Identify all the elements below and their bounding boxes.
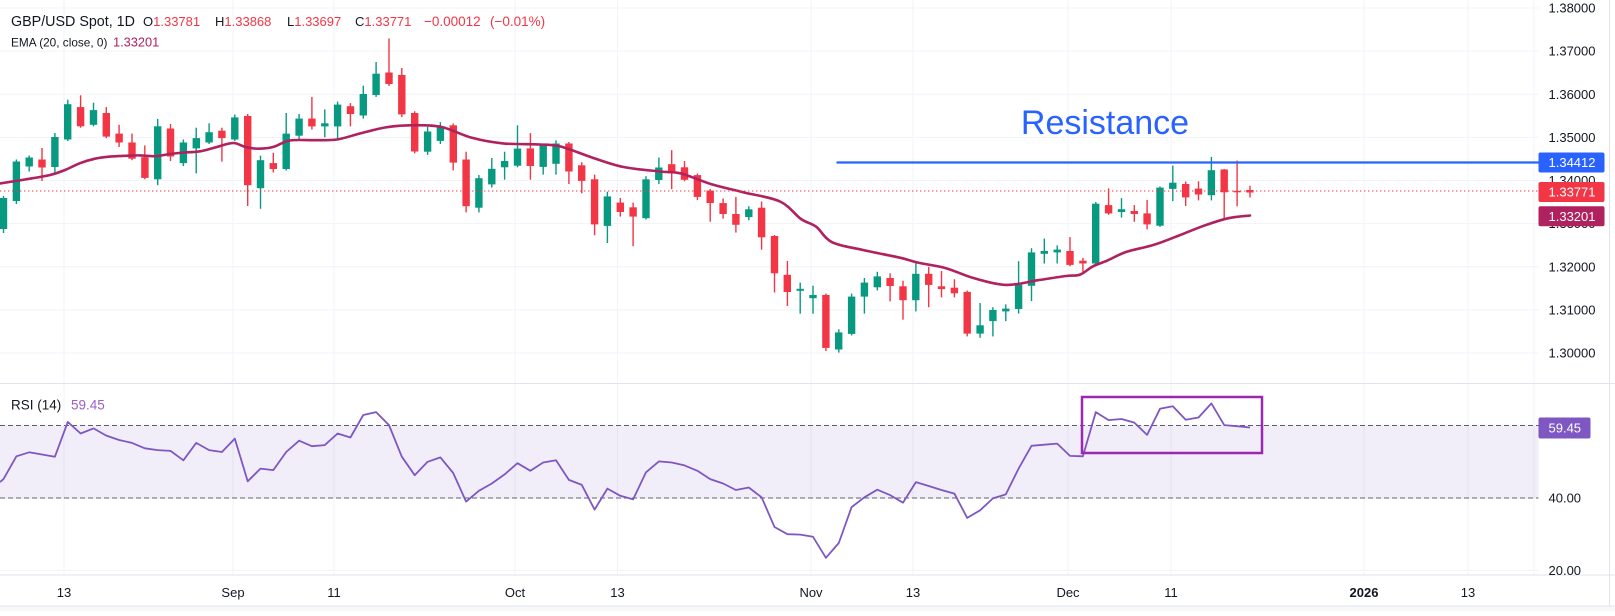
svg-text:13: 13 [906,585,920,600]
svg-text:Nov: Nov [799,585,823,600]
svg-text:20.00: 20.00 [1549,563,1582,578]
svg-text:11: 11 [327,585,341,600]
svg-text:1.33771: 1.33771 [1549,185,1596,200]
svg-text:1.37000: 1.37000 [1549,44,1596,59]
svg-text:RSI (14)59.45: RSI (14) 59.45 [11,398,105,413]
svg-text:13: 13 [610,585,624,600]
svg-text:Oct: Oct [505,585,526,600]
svg-text:Resistance: Resistance [1021,104,1189,142]
svg-text:40.00: 40.00 [1549,491,1582,506]
svg-text:Sep: Sep [221,585,244,600]
svg-text:59.45: 59.45 [1549,421,1582,436]
svg-text:EMA (20, close, 0)1.33201: EMA (20, close, 0) 1.33201 [11,35,159,50]
svg-text:Dec: Dec [1056,585,1080,600]
svg-text:1.36000: 1.36000 [1549,87,1596,102]
svg-text:11: 11 [1164,585,1178,600]
svg-text:2026: 2026 [1350,585,1379,600]
svg-text:1.35000: 1.35000 [1549,130,1596,145]
svg-text:1.33201: 1.33201 [1549,209,1596,224]
svg-text:1.30000: 1.30000 [1549,346,1596,361]
svg-text:13: 13 [1461,585,1475,600]
svg-text:13: 13 [57,585,71,600]
svg-text:1.31000: 1.31000 [1549,302,1596,317]
svg-text:1.32000: 1.32000 [1549,259,1596,274]
svg-text:1.34412: 1.34412 [1549,155,1596,170]
svg-text:1.38000: 1.38000 [1549,1,1596,16]
